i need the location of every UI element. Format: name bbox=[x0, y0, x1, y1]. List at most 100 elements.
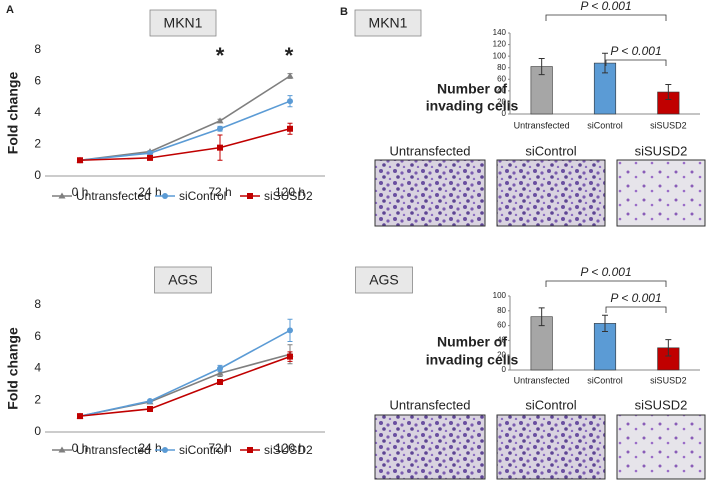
chart-title: MKN1 bbox=[369, 15, 408, 31]
y-tick-label: 0 bbox=[34, 168, 41, 182]
legend-label: siSUSD2 bbox=[264, 443, 313, 457]
point bbox=[287, 98, 293, 105]
y-tick-label: 60 bbox=[497, 74, 506, 83]
point bbox=[147, 405, 153, 412]
y-tick-label: 8 bbox=[34, 297, 41, 311]
error-bar bbox=[538, 57, 545, 76]
series-line bbox=[79, 75, 291, 162]
error-bar bbox=[665, 339, 672, 357]
micrograph bbox=[616, 159, 706, 227]
point bbox=[287, 353, 293, 360]
y-tick-label: 4 bbox=[34, 361, 41, 375]
legend-marker bbox=[162, 447, 168, 453]
y-tick-label: 140 bbox=[493, 28, 507, 37]
legend-marker bbox=[247, 447, 253, 453]
series-line bbox=[79, 100, 291, 162]
y-tick-label: 6 bbox=[34, 74, 41, 88]
y-tick-label: 6 bbox=[34, 329, 41, 343]
annotation: * bbox=[216, 43, 225, 68]
x-tick-label: Untransfected bbox=[514, 120, 570, 130]
micrograph-label: siControl bbox=[525, 397, 576, 412]
y-axis-label: Fold change bbox=[5, 327, 21, 410]
error-bar bbox=[602, 52, 608, 74]
y-axis-label: Number of bbox=[437, 334, 507, 350]
micrograph bbox=[496, 414, 606, 480]
bracket bbox=[605, 59, 667, 66]
legend-label: Untransfected bbox=[76, 443, 151, 457]
micrograph-label: Untransfected bbox=[390, 397, 471, 412]
x-tick-label: siSUSD2 bbox=[650, 120, 687, 130]
bracket bbox=[605, 306, 667, 313]
y-tick-label: 100 bbox=[493, 291, 507, 300]
micrograph-label: Untransfected bbox=[390, 143, 471, 158]
title-box bbox=[355, 266, 413, 294]
point bbox=[77, 157, 83, 164]
panel-label: B bbox=[340, 6, 348, 18]
y-tick-label: 8 bbox=[34, 42, 41, 56]
x-tick-label: 120 h bbox=[275, 185, 305, 199]
point bbox=[147, 154, 153, 161]
title-box bbox=[154, 266, 212, 294]
micrograph bbox=[616, 414, 706, 480]
x-tick-label: siControl bbox=[587, 120, 623, 130]
y-axis-label: invading cells bbox=[426, 352, 519, 368]
y-tick-label: 20 bbox=[497, 350, 506, 359]
error-bar bbox=[538, 307, 545, 327]
micrograph bbox=[496, 159, 606, 227]
y-axis-label: Number of bbox=[437, 81, 507, 97]
series-line bbox=[79, 127, 291, 162]
point bbox=[217, 144, 223, 151]
y-tick-label: 80 bbox=[497, 306, 506, 315]
y-tick-label: 0 bbox=[502, 109, 507, 118]
micrograph bbox=[374, 414, 486, 480]
micrograph-label: siSUSD2 bbox=[635, 397, 688, 412]
point bbox=[217, 365, 223, 372]
x-tick-label: 120 h bbox=[275, 441, 305, 455]
annotation: * bbox=[285, 43, 294, 68]
point bbox=[287, 327, 293, 334]
point bbox=[287, 125, 293, 132]
legend-marker bbox=[58, 446, 66, 453]
y-tick-label: 80 bbox=[497, 63, 506, 72]
x-tick-label: 72 h bbox=[208, 185, 231, 199]
title-box bbox=[149, 9, 217, 37]
chart-title: MKN1 bbox=[164, 15, 203, 31]
y-tick-label: 100 bbox=[493, 51, 507, 60]
x-tick-label: siSUSD2 bbox=[650, 375, 687, 385]
micrograph bbox=[374, 159, 486, 227]
y-axis-label: invading cells bbox=[426, 98, 519, 114]
legend-marker bbox=[247, 193, 253, 199]
x-tick-label: Untransfected bbox=[514, 375, 570, 385]
title-box bbox=[354, 9, 422, 37]
legend-label: Untransfected bbox=[76, 189, 151, 203]
chart-title: AGS bbox=[369, 272, 399, 288]
legend-label: siControl bbox=[179, 443, 226, 457]
x-tick-label: 72 h bbox=[208, 441, 231, 455]
p-value: P < 0.001 bbox=[580, 0, 631, 13]
micrograph-label: siControl bbox=[525, 143, 576, 158]
point bbox=[217, 125, 223, 132]
legend-marker bbox=[162, 193, 168, 199]
x-tick-label: siControl bbox=[587, 375, 623, 385]
series-line bbox=[79, 355, 291, 417]
p-value: P < 0.001 bbox=[610, 291, 661, 305]
p-value: P < 0.001 bbox=[580, 265, 631, 279]
legend-label: siSUSD2 bbox=[264, 189, 313, 203]
point bbox=[147, 398, 153, 405]
error-bar bbox=[602, 314, 608, 333]
point bbox=[216, 369, 224, 376]
point bbox=[217, 378, 223, 385]
y-tick-label: 40 bbox=[497, 86, 506, 95]
y-tick-label: 120 bbox=[493, 40, 507, 49]
y-tick-label: 20 bbox=[497, 98, 506, 107]
point bbox=[286, 72, 294, 79]
series-line bbox=[79, 329, 291, 417]
x-tick-label: 0 h bbox=[72, 441, 89, 455]
y-tick-label: 4 bbox=[34, 105, 41, 119]
error-bar bbox=[665, 83, 672, 101]
y-tick-label: 2 bbox=[34, 137, 41, 151]
panel-label: A bbox=[6, 4, 14, 16]
x-tick-label: 0 h bbox=[72, 185, 89, 199]
micrograph-label: siSUSD2 bbox=[635, 143, 688, 158]
